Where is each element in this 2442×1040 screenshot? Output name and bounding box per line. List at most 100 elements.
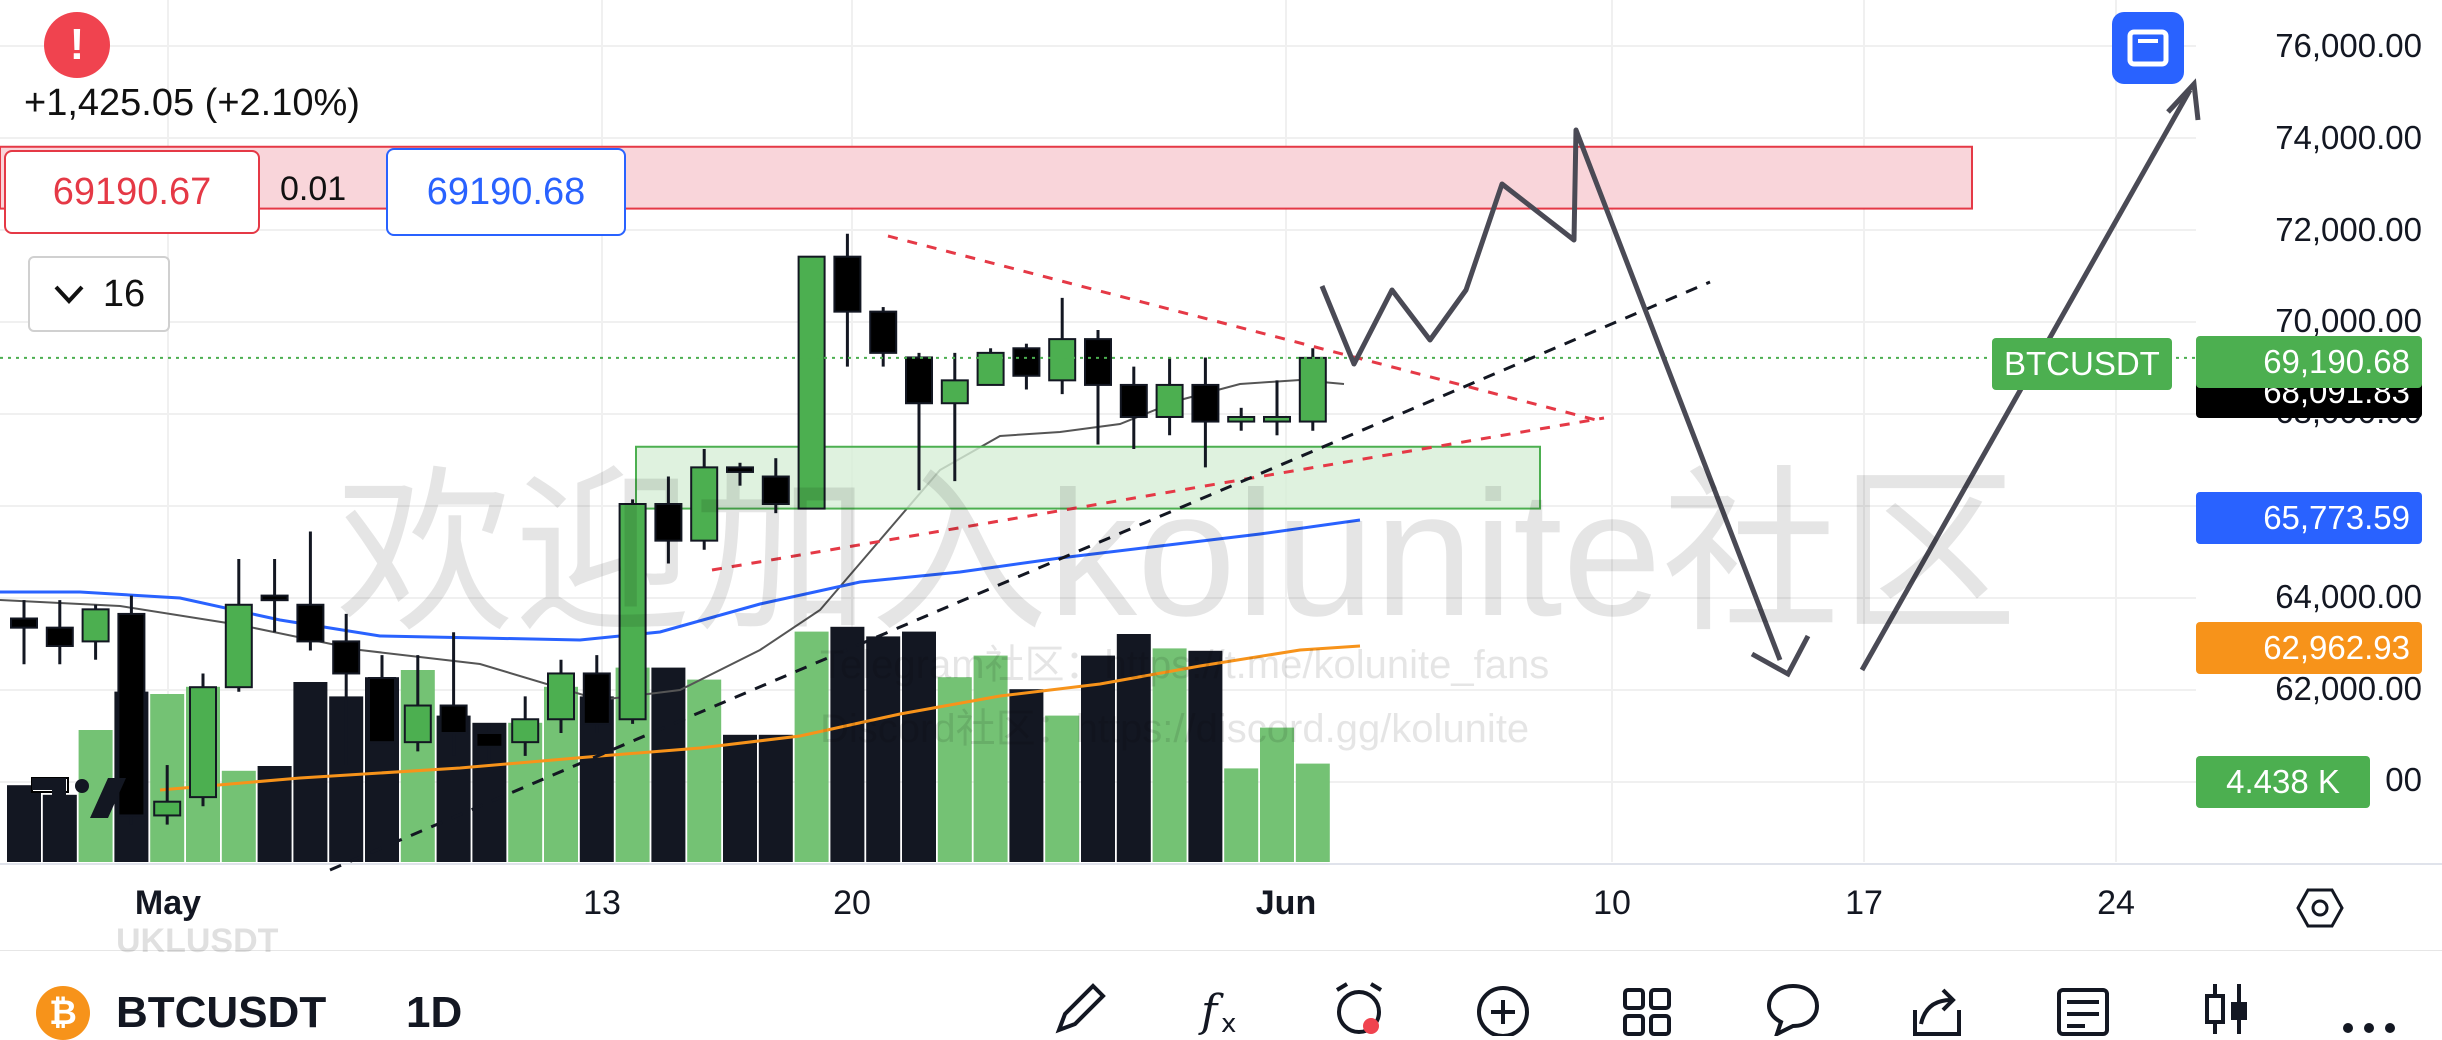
fullscreen-icon (2127, 29, 2169, 67)
chart-settings-icon[interactable] (2296, 886, 2344, 930)
volume-bar (1295, 763, 1330, 862)
watermark-telegram: Telegram社区：https://t.me/kolunite_fans (820, 643, 1550, 687)
candle-body (797, 255, 826, 510)
news-icon[interactable] (2050, 980, 2116, 1036)
candle-body (439, 704, 468, 735)
candle-body (189, 686, 217, 799)
volume-bar (1081, 655, 1115, 862)
alarm-icon[interactable] (1326, 980, 1392, 1036)
volume-bar (723, 734, 757, 862)
candle-body (690, 466, 719, 542)
price-axis-label: 70,000.00 (2275, 302, 2422, 339)
volume-bar (1188, 650, 1223, 862)
candles-icon[interactable] (2194, 980, 2260, 1036)
buy-price-button[interactable]: 69190.68 (386, 148, 626, 236)
candle-body (905, 356, 933, 405)
pencil-icon[interactable] (1046, 980, 1112, 1036)
candle-body (940, 379, 969, 405)
price-axis-label: 72,000.00 (2275, 211, 2422, 248)
projection-rebound-arrowhead (2166, 78, 2201, 121)
ghost-symbol: UKLUSDT (116, 922, 279, 960)
moving-average-orange (159, 644, 1361, 792)
time-axis-label: 17 (1845, 884, 1883, 922)
last-price-tag: 69,190.68 (2196, 336, 2422, 388)
bottom-toolbar (0, 950, 2442, 1031)
volume-bar (1009, 689, 1044, 862)
fullscreen-button[interactable] (2112, 12, 2184, 84)
time-axis-label: Jun (1255, 884, 1317, 922)
candlesticks (10, 233, 1327, 825)
candle-body (511, 718, 540, 744)
candle-body (45, 626, 74, 647)
candle-body (1048, 338, 1077, 382)
time-axis-label: 20 (833, 884, 871, 922)
candle-body (403, 704, 432, 744)
price-axis-label: 64,000.00 (2275, 578, 2422, 615)
volume-bar (758, 734, 793, 862)
svg-text:x: x (1221, 1009, 1236, 1036)
candle-body (833, 255, 862, 313)
candle-body (1263, 415, 1291, 423)
alert-icon[interactable]: ! (44, 12, 110, 78)
volume-bar (866, 636, 901, 862)
candle-body (547, 672, 575, 721)
candle-body (10, 617, 38, 629)
volume-bar (902, 631, 936, 862)
candle-body (224, 603, 253, 689)
volume-bar (830, 626, 865, 862)
candle-body (654, 503, 683, 542)
symbol-name[interactable]: BTCUSDT (116, 988, 327, 1037)
symbol-tag: BTCUSDT (1992, 338, 2172, 390)
chat-bubble-icon[interactable] (1760, 980, 1826, 1036)
grid-icon[interactable] (1614, 980, 1680, 1036)
more-icon[interactable] (2336, 980, 2402, 1036)
volume-bar (1224, 768, 1259, 862)
candle-body (153, 800, 182, 817)
candle-body (869, 310, 898, 354)
candle-body (368, 677, 396, 744)
volume-bars (7, 626, 1330, 862)
volume-bar (973, 655, 1008, 862)
candle-body (1084, 338, 1112, 386)
price-change: +1,425.05 (+2.10%) (24, 82, 360, 124)
plus-circle-icon[interactable] (1470, 980, 1536, 1036)
ma-orange-price-tag: 62,962.93 (2196, 622, 2422, 674)
volume-bar (1116, 634, 1151, 862)
share-icon[interactable] (1904, 980, 1970, 1036)
candle-body (618, 503, 647, 721)
candle-body (582, 672, 611, 725)
resistance-zone (0, 145, 1973, 210)
spread-value: 0.01 (280, 170, 347, 208)
volume-tag: 4.438 K (2196, 756, 2370, 808)
interval-selector[interactable]: 1D (406, 988, 463, 1037)
volume-bar (293, 682, 328, 862)
support-trendline (329, 280, 1711, 872)
time-axis-label: 13 (583, 884, 621, 922)
price-axis-label: 62,000.00 (2275, 670, 2422, 707)
triangle-upper-line (887, 234, 1605, 424)
volume-bar (1152, 648, 1187, 862)
indicators-toggle-button[interactable]: 16 (28, 256, 170, 332)
candle-body (260, 594, 289, 602)
price-axis-label: 74,000.00 (2275, 119, 2422, 156)
moving-average-blue (0, 518, 1361, 642)
volume-bar (1260, 727, 1294, 862)
tradingview-logo-icon (31, 777, 126, 820)
projection-path (1319, 127, 1783, 661)
indicator-count: 16 (102, 272, 146, 315)
watermark-main: 欢迎加入kolunite社区 (336, 454, 2018, 653)
candle-body (475, 732, 504, 748)
chevron-down-icon (54, 285, 84, 304)
candle-body (1012, 347, 1041, 377)
volume-bar (1045, 715, 1080, 862)
candle-body (976, 351, 1005, 386)
volume-bar (7, 785, 41, 862)
volume-bar (937, 677, 972, 862)
candle-body (1298, 356, 1327, 423)
ma-blue-price-tag: 65,773.59 (2196, 492, 2422, 544)
sell-price-button[interactable]: 69190.67 (4, 150, 260, 234)
candle-body (726, 466, 754, 473)
candle-body (761, 475, 790, 505)
